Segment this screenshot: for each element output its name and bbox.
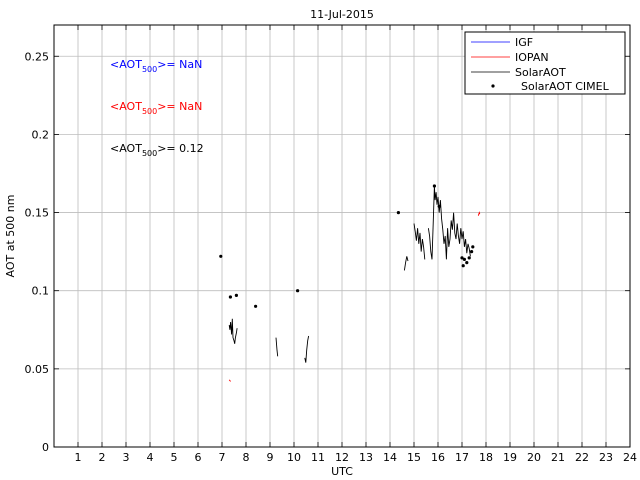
solaraot-line (304, 335, 310, 363)
x-tick-label: 15 (407, 451, 421, 464)
solaraot-line (413, 223, 426, 260)
legend-label-iopan: IOPAN (515, 51, 549, 64)
solaraot-cimel-point (461, 264, 465, 268)
x-tick-label: 20 (527, 451, 541, 464)
y-tick-label: 0.15 (25, 207, 50, 220)
y-tick-label: 0.05 (25, 363, 50, 376)
legend-label-igf: IGF (515, 36, 533, 49)
solaraot-cimel-point (462, 257, 466, 261)
x-tick-label: 3 (123, 451, 130, 464)
x-tick-label: 11 (311, 451, 325, 464)
iopan-line (228, 379, 231, 382)
solaraot-cimel-point (437, 204, 441, 208)
solaraot-cimel-point (234, 293, 238, 297)
legend: IGF IOPAN SolarAOT SolarAOT CIMEL (464, 31, 626, 95)
x-tick-label: 6 (195, 451, 202, 464)
solaraot-line (228, 318, 238, 344)
solaraot-cimel-point (465, 261, 469, 265)
x-tick-label: 1 (75, 451, 82, 464)
solaraot-cimel-point (460, 256, 464, 260)
data-series (219, 184, 481, 382)
x-tick-label: 12 (335, 451, 349, 464)
x-axis-label: UTC (331, 465, 353, 478)
mean-aot-annotation: <AOT500>= 0.12 (110, 142, 204, 158)
mean-aot-annotation: <AOT500>= NaN (110, 58, 202, 74)
solaraot-cimel-point (228, 295, 232, 299)
solaraot-line (427, 185, 471, 260)
x-tick-label: 2 (99, 451, 106, 464)
solaraot-line (403, 256, 409, 271)
mean-aot-annotation: <AOT500>= NaN (110, 100, 202, 116)
solaraot-cimel-point (254, 304, 258, 308)
x-tick-label: 5 (171, 451, 178, 464)
y-tick-label: 0 (42, 441, 49, 454)
x-tick-label: 23 (599, 451, 613, 464)
solaraot-cimel-point (219, 254, 223, 258)
x-tick-label: 4 (147, 451, 154, 464)
chart-title: 11-Jul-2015 (310, 8, 374, 21)
x-tick-label: 10 (287, 451, 301, 464)
x-tick-label: 21 (551, 451, 565, 464)
x-tick-label: 24 (623, 451, 637, 464)
x-tick-label: 13 (359, 451, 373, 464)
y-tick-label: 0.1 (32, 285, 50, 298)
x-tick-label: 22 (575, 451, 589, 464)
legend-swatch-solaraot-cimel (491, 84, 495, 88)
solaraot-cimel-point (470, 250, 474, 254)
x-tick-label: 7 (219, 451, 226, 464)
y-axis-label: AOT at 500 nm (4, 195, 17, 278)
legend-label-solaraot-cimel: SolarAOT CIMEL (521, 80, 610, 93)
mean-aot-annotations: <AOT500>= NaN <AOT500>= NaN <AOT500>= 0.12 (110, 58, 204, 158)
legend-label-solaraot: SolarAOT (515, 66, 566, 79)
solaraot-cimel-point (432, 184, 436, 188)
x-tick-label: 19 (503, 451, 517, 464)
iopan-line (477, 211, 481, 216)
y-tick-label: 0.25 (25, 50, 50, 63)
axis-ticks: 1 2 3 4 5 6 7 8 9 10 11 12 13 14 15 16 17 18 19 20 21 22 23 240… (25, 25, 637, 464)
solaraot-line (275, 337, 279, 357)
x-tick-label: 16 (431, 451, 445, 464)
x-tick-label: 18 (479, 451, 493, 464)
x-tick-label: 9 (267, 451, 274, 464)
x-tick-label: 17 (455, 451, 469, 464)
grid-lines (54, 25, 631, 448)
x-tick-label: 8 (243, 451, 250, 464)
solaraot-cimel-point (396, 211, 400, 215)
solaraot-cimel-point (467, 256, 471, 260)
x-tick-label: 14 (383, 451, 397, 464)
solaraot-cimel-point (296, 289, 300, 293)
y-tick-label: 0.2 (32, 128, 50, 141)
solaraot-cimel-point (471, 245, 475, 249)
plot-frame (53, 24, 631, 448)
